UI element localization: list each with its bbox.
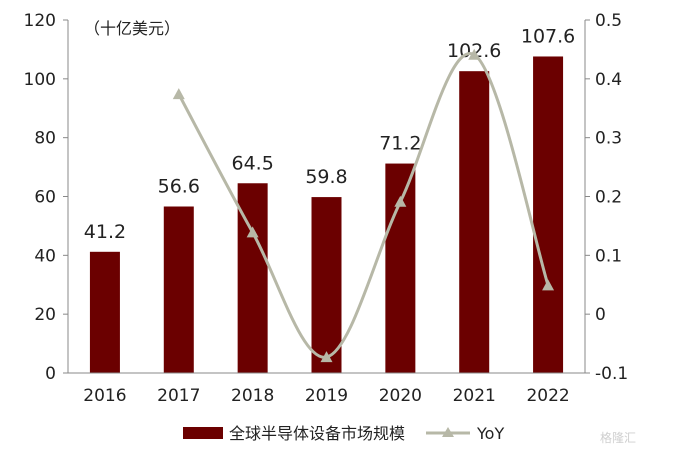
y-right-tick-label: 0: [595, 305, 606, 325]
legend: 全球半导体设备市场规模 YoY: [183, 424, 504, 443]
y-right-tick-label: 0.2: [595, 188, 622, 208]
legend-triangle-icon: [442, 427, 454, 437]
x-tick-label: 2022: [526, 386, 569, 406]
unit-label: （十亿美元）: [84, 19, 180, 38]
bar-2017: [163, 206, 194, 373]
data-label-2020: 71.2: [379, 133, 421, 155]
x-tick-label: 2019: [305, 386, 348, 406]
data-label-2017: 56.6: [158, 176, 200, 198]
y-left-tick-label: 80: [34, 129, 56, 149]
bar-2020: [385, 163, 416, 373]
data-label-2019: 59.8: [305, 166, 347, 188]
x-tick-label: 2018: [231, 386, 274, 406]
x-tick-label: 2021: [453, 386, 496, 406]
yoy-marker-2021: [468, 48, 481, 60]
y-left-tick-label: 100: [24, 70, 56, 90]
y-left-tick-label: 120: [24, 11, 56, 31]
yoy-marker-2019: [320, 351, 333, 363]
y-right-tick-label: 0.1: [595, 246, 622, 266]
bar-2019: [311, 197, 342, 373]
legend-bar-swatch: [183, 427, 223, 439]
y-left-tick-label: 40: [34, 246, 56, 266]
data-label-2018: 64.5: [231, 152, 273, 174]
bar-2022: [533, 56, 564, 374]
yoy-marker-2017: [172, 88, 185, 100]
yoy-marker-2018: [246, 226, 259, 238]
x-tick-label: 2020: [379, 386, 422, 406]
data-label-2022: 107.6: [521, 25, 575, 47]
y-left-tick-label: 60: [34, 188, 56, 208]
legend-bar-label: 全球半导体设备市场规模: [229, 424, 405, 443]
y-right-tick-label: 0.4: [595, 70, 622, 90]
bar-series: [89, 56, 564, 374]
y-left-tick-label: 20: [34, 305, 56, 325]
legend-line-label: YoY: [476, 424, 504, 443]
bar-2016: [89, 251, 120, 373]
y-right-tick-label: 0.5: [595, 11, 622, 31]
bar-2021: [459, 71, 490, 373]
x-tick-label: 2016: [83, 386, 126, 406]
y-left-tick-label: 0: [45, 364, 56, 384]
y-right-tick-label: 0.3: [595, 129, 622, 149]
yoy-marker-2022: [542, 279, 555, 291]
x-tick-label: 2017: [157, 386, 200, 406]
yoy-marker-2020: [394, 195, 407, 207]
yoy-line-series: [172, 48, 555, 363]
yoy-line: [177, 52, 550, 359]
y-right-tick-label: -0.1: [595, 364, 628, 384]
watermark: 格隆汇: [600, 430, 636, 445]
axes: 0 20 40 60 80 100 120 -0.1 0 0.1 0.2 0.3 0.4 0.5 2016 2…: [24, 11, 629, 406]
data-label-2016: 41.2: [84, 221, 126, 243]
